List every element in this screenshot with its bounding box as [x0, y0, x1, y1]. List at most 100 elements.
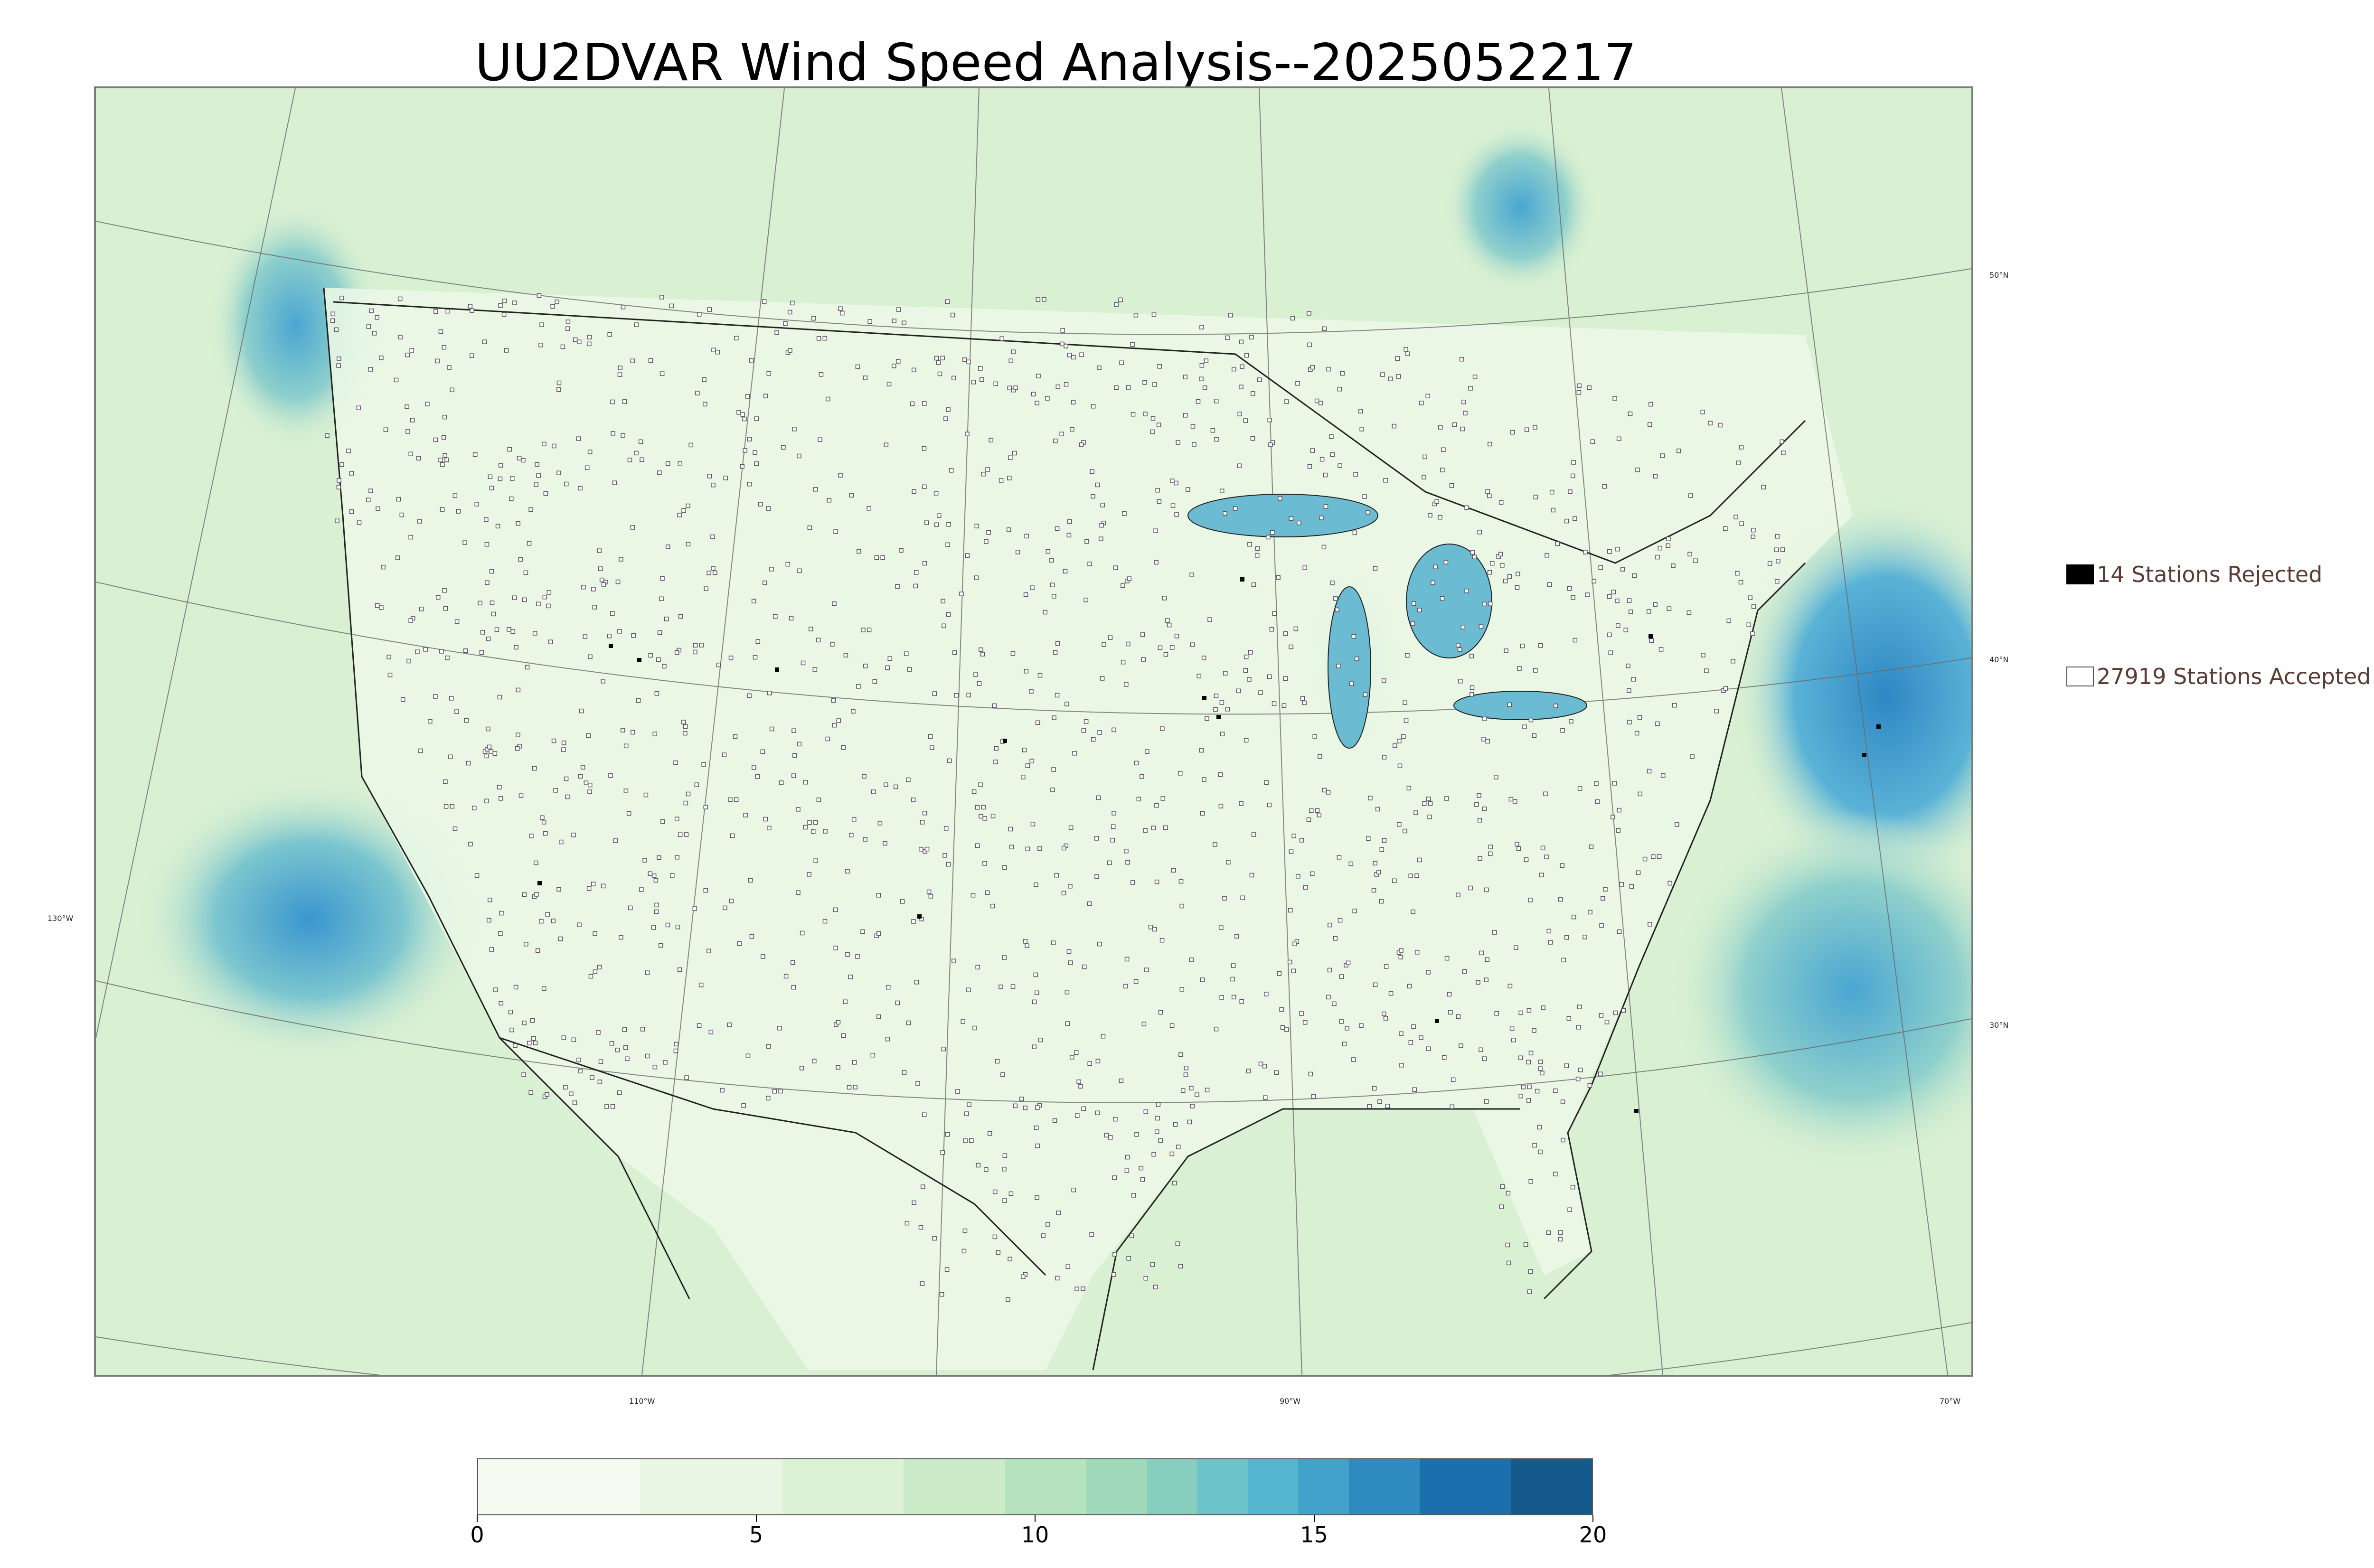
station-accepted [1079, 442, 1084, 447]
station-accepted [932, 691, 937, 696]
station-accepted [1444, 796, 1449, 801]
station-accepted [1299, 838, 1304, 843]
station-accepted [1034, 1126, 1039, 1130]
station-accepted [1153, 1285, 1158, 1289]
station-accepted [1342, 1042, 1347, 1046]
station-accepted [336, 363, 341, 368]
station-accepted [438, 329, 443, 334]
station-accepted [902, 320, 906, 325]
station-accepted [970, 893, 976, 898]
station-accepted [1510, 430, 1515, 435]
station-accepted [615, 1048, 620, 1052]
station-accepted [1367, 1104, 1372, 1109]
station-accepted [841, 745, 846, 750]
station-accepted [1131, 1193, 1136, 1198]
station-accepted [783, 974, 789, 979]
station-accepted [1611, 815, 1615, 819]
station-accepted [587, 335, 592, 339]
station-accepted [1123, 984, 1128, 989]
lat-line-40 [96, 582, 1971, 715]
station-accepted [774, 330, 779, 335]
station-accepted [1196, 399, 1201, 404]
map-panel[interactable] [94, 86, 1973, 1377]
station-accepted [1323, 504, 1328, 509]
station-accepted [1214, 1026, 1219, 1032]
station-accepted [608, 773, 613, 778]
station-accepted [894, 784, 898, 789]
station-accepted [1498, 552, 1503, 557]
station-accepted [1019, 1097, 1024, 1101]
station-accepted [1477, 818, 1482, 823]
lake-superior [1187, 494, 1378, 537]
station-accepted [1267, 418, 1272, 423]
station-accepted [1392, 878, 1397, 883]
station-accepted [1125, 860, 1130, 865]
station-accepted [1648, 922, 1652, 927]
station-accepted [1119, 360, 1124, 365]
station-accepted [1174, 512, 1179, 517]
station-accepted [607, 332, 612, 337]
station-accepted [1240, 364, 1244, 369]
station-accepted [337, 357, 341, 361]
station-accepted [339, 295, 344, 300]
station-accepted [852, 1060, 857, 1065]
station-accepted [648, 871, 653, 876]
station-accepted [975, 805, 980, 810]
station-accepted [833, 907, 838, 912]
station-accepted [796, 807, 801, 812]
station-accepted [1167, 622, 1172, 628]
station-accepted [1099, 523, 1104, 528]
station-accepted [443, 779, 448, 784]
station-accepted [1219, 488, 1225, 493]
station-accepted [853, 1085, 857, 1089]
station-accepted [524, 942, 528, 947]
west-coast [323, 287, 690, 1299]
station-accepted [527, 541, 532, 546]
station-accepted [578, 1069, 583, 1074]
station-accepted [1154, 879, 1159, 884]
station-accepted [1666, 536, 1671, 541]
station-accepted [943, 826, 949, 831]
station-accepted [772, 1089, 777, 1094]
station-accepted [1031, 392, 1036, 396]
station-accepted [932, 1236, 937, 1241]
station-accepted [686, 791, 691, 797]
station-accepted [1309, 808, 1314, 813]
station-accepted [693, 643, 698, 648]
station-accepted [1461, 399, 1466, 404]
station-accepted [1024, 669, 1029, 674]
station-accepted [825, 736, 830, 742]
station-accepted [1538, 1066, 1543, 1071]
station-accepted [969, 1138, 974, 1143]
station-accepted [720, 1088, 725, 1093]
station-accepted [1162, 596, 1167, 601]
station-accepted [1518, 1055, 1523, 1061]
station-accepted [1170, 645, 1175, 650]
station-accepted [1413, 810, 1418, 815]
station-rejected [1202, 696, 1206, 700]
station-accepted [761, 954, 765, 959]
station-accepted [1507, 984, 1513, 988]
station-accepted [1517, 666, 1522, 671]
station-accepted [1637, 715, 1642, 720]
station-accepted [1255, 546, 1260, 551]
station-accepted [1384, 964, 1389, 969]
station-accepted [1330, 581, 1335, 585]
station-accepted [1382, 838, 1387, 843]
station-accepted [1310, 871, 1315, 876]
station-accepted [1470, 692, 1474, 697]
station-accepted [975, 965, 980, 970]
station-accepted [747, 437, 752, 441]
station-accepted [1110, 838, 1115, 843]
station-accepted [1617, 929, 1622, 934]
station-accepted [1113, 565, 1118, 570]
station-accepted [1648, 422, 1652, 427]
station-accepted [1091, 494, 1095, 499]
station-accepted [419, 607, 424, 611]
station-accepted [1199, 363, 1205, 368]
station-accepted [1240, 895, 1245, 901]
station-accepted [754, 461, 759, 466]
station-accepted [1091, 737, 1096, 742]
station-accepted [1767, 561, 1772, 566]
station-accepted [1300, 696, 1305, 701]
